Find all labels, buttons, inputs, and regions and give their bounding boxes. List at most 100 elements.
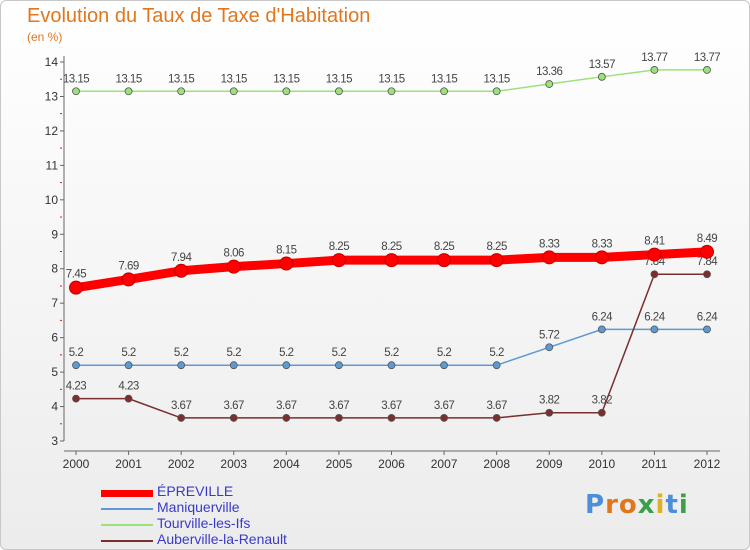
data-label: 8.33 (592, 238, 612, 250)
data-point (387, 414, 396, 422)
x-tick-label: 2001 (115, 457, 142, 471)
y-tick-label: 10 (45, 193, 59, 207)
data-label: 7.45 (66, 269, 86, 281)
data-label: 3.67 (381, 400, 401, 412)
legend-swatch (101, 508, 153, 510)
data-point (124, 361, 133, 370)
x-tick-label: 2010 (588, 457, 615, 471)
data-point (703, 325, 711, 334)
data-point (174, 263, 189, 278)
legend-label: Auberville-la-Renault (157, 531, 287, 547)
x-tick-label: 2012 (694, 457, 721, 471)
data-label: 4.23 (66, 381, 86, 393)
data-label: 13.15 (378, 73, 404, 85)
data-label: 5.72 (539, 329, 559, 341)
logo-letter: i (678, 490, 689, 520)
data-label: 6.24 (644, 311, 665, 323)
data-point (279, 256, 294, 271)
data-point (597, 408, 606, 417)
data-point (437, 253, 452, 268)
legend-swatch (101, 490, 153, 497)
data-label: 8.49 (697, 233, 717, 245)
logo-letter: t (665, 490, 679, 520)
data-label: 3.82 (592, 395, 612, 407)
data-point (177, 414, 186, 422)
data-point (384, 253, 399, 268)
data-point (121, 272, 136, 287)
data-point (72, 87, 80, 96)
data-label: 13.77 (694, 52, 720, 64)
data-point (597, 325, 606, 334)
legend-label: Tourville-les-Ifs (157, 515, 251, 531)
data-point (229, 87, 238, 96)
data-label: 7.94 (171, 252, 192, 264)
data-label: 3.67 (486, 400, 506, 412)
data-point (545, 408, 554, 417)
data-point (545, 80, 554, 88)
data-point (594, 250, 609, 265)
data-label: 5.2 (332, 347, 347, 359)
logo-letter: x (637, 490, 656, 520)
data-label: 5.2 (437, 347, 452, 359)
chart-title: Evolution du Taux de Taxe d'Habitation (27, 5, 371, 27)
data-label: 8.06 (224, 248, 244, 260)
data-point (650, 270, 659, 279)
data-label: 3.67 (434, 400, 454, 412)
data-point (72, 361, 80, 370)
data-point (229, 414, 238, 422)
x-tick-label: 2011 (642, 457, 668, 471)
data-point (650, 66, 659, 74)
data-label: 13.15 (63, 73, 89, 85)
x-tick-label: 2009 (536, 457, 563, 471)
data-label: 8.25 (434, 241, 454, 253)
y-tick-label: 5 (51, 365, 58, 379)
y-tick-label: 14 (45, 55, 59, 69)
data-label: 3.67 (276, 400, 296, 412)
legend-swatch (101, 524, 153, 526)
data-label: 13.15 (431, 73, 457, 85)
series-line-auberville-la-renault (75, 273, 708, 419)
y-tick-label: 3 (51, 434, 58, 448)
data-point (177, 361, 186, 370)
data-point (492, 361, 501, 370)
data-label: 7.84 (697, 256, 718, 268)
y-tick-label: 11 (46, 158, 59, 172)
data-label: 3.67 (224, 400, 244, 412)
logo-letter: i (655, 490, 666, 520)
legend-label: ÉPREVILLE (157, 483, 234, 499)
data-label: 5.2 (174, 347, 189, 359)
data-point (282, 87, 291, 96)
data-label: 13.15 (484, 73, 510, 85)
data-label: 13.57 (589, 59, 615, 71)
data-point (335, 87, 343, 96)
data-label: 4.23 (118, 381, 138, 393)
data-label: 6.24 (592, 311, 613, 323)
data-label: 5.2 (121, 347, 136, 359)
data-point (387, 361, 396, 370)
data-label: 3.67 (329, 400, 349, 412)
data-label: 5.2 (69, 347, 84, 359)
y-unit-label: (en %) (27, 30, 63, 44)
x-tick-label: 2000 (63, 457, 90, 471)
data-label: 6.24 (697, 311, 718, 323)
data-point (545, 343, 554, 352)
data-point (440, 87, 448, 96)
data-label: 8.41 (644, 236, 664, 248)
data-label: 3.82 (539, 395, 559, 407)
x-tick-label: 2003 (220, 457, 247, 471)
data-label: 3.67 (171, 400, 191, 412)
data-point (69, 280, 83, 295)
legend-swatch (101, 540, 153, 542)
data-label: 13.15 (326, 73, 352, 85)
y-tick-label: 8 (51, 262, 58, 276)
logo-letter: r (605, 490, 619, 520)
data-point (542, 250, 557, 265)
data-label: 13.15 (115, 73, 141, 85)
data-label: 8.25 (486, 241, 506, 253)
x-tick-label: 2002 (168, 457, 195, 471)
data-label: 13.36 (536, 66, 562, 78)
data-label: 13.15 (221, 73, 247, 85)
data-point (492, 87, 501, 96)
y-tick-label: 13 (45, 89, 59, 103)
